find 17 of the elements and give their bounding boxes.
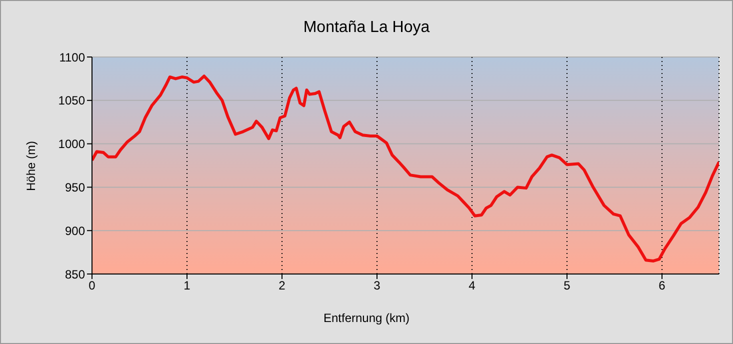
x-tick-label: 3	[374, 278, 381, 293]
y-tick-label: 1050	[58, 94, 86, 108]
x-axis-title: Entfernung (km)	[322, 311, 411, 325]
x-tick-label: 2	[278, 278, 286, 293]
y-tick-label: 1000	[58, 137, 86, 152]
chart-title: Montaña La Hoya	[302, 19, 431, 37]
y-tick-label: 850	[64, 267, 86, 282]
x-tick-label: 5	[564, 278, 571, 293]
x-tick-label: 1	[184, 278, 191, 293]
y-tick-label: 900	[64, 224, 86, 238]
x-tick-label: 4	[468, 278, 476, 293]
y-axis-title: Höhe (m)	[24, 140, 38, 192]
x-tick-label: 0	[88, 278, 96, 293]
x-tick-label: 6	[658, 278, 666, 293]
y-tick-label: 1100	[59, 50, 86, 64]
line-series	[92, 74, 719, 262]
y-tick-label: 950	[64, 180, 86, 194]
